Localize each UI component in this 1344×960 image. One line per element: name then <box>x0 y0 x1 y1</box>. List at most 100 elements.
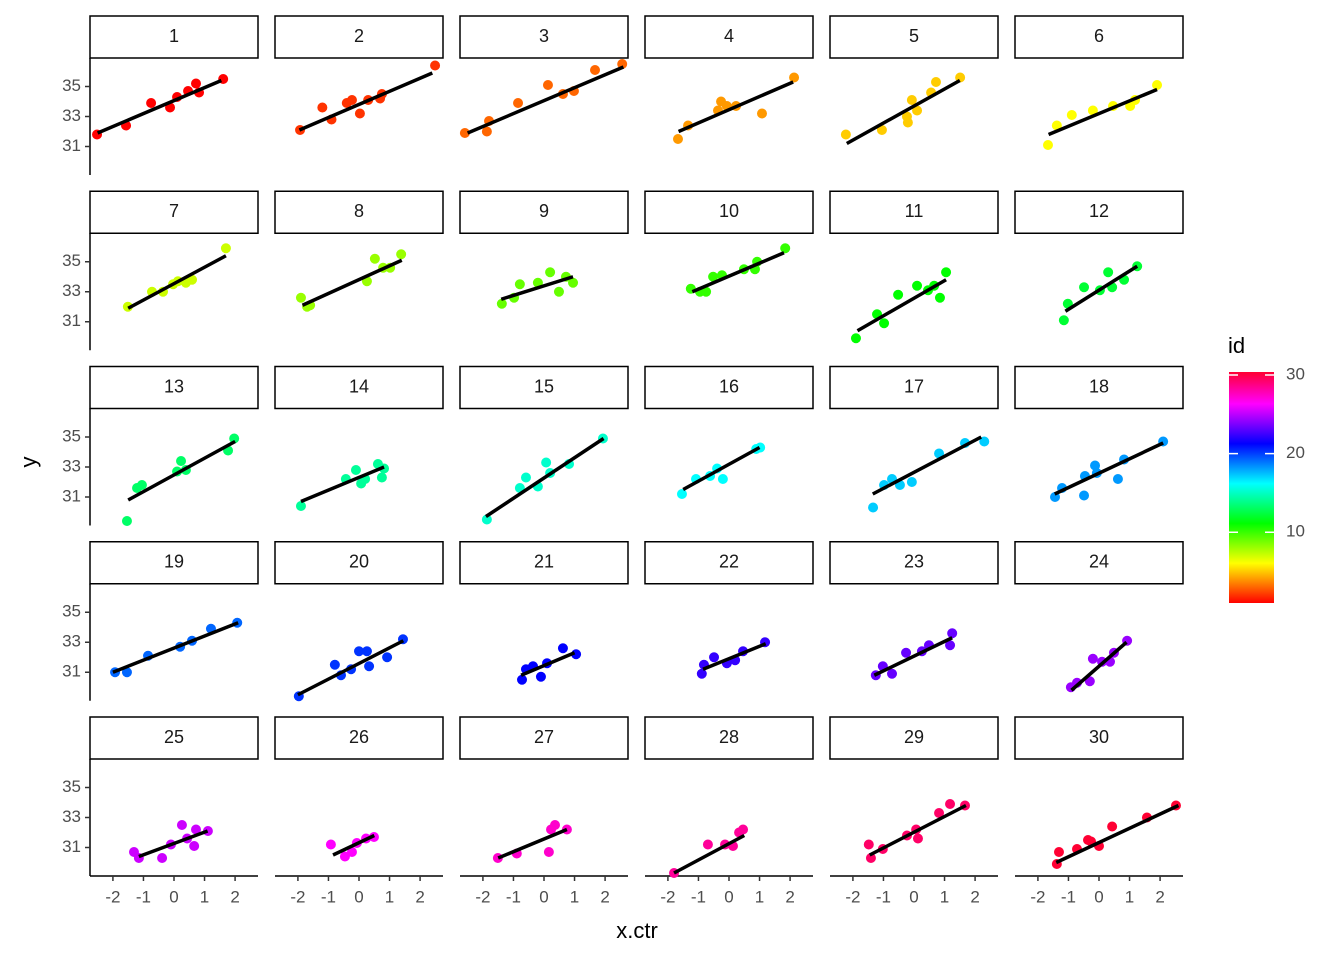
point <box>887 668 898 679</box>
point <box>541 457 552 468</box>
y-tick-label: 35 <box>62 777 81 796</box>
fit-line <box>127 254 227 310</box>
point <box>1079 282 1090 293</box>
point <box>930 77 941 87</box>
fit-line <box>673 833 746 875</box>
fit-line <box>500 275 574 301</box>
fit-line <box>1053 441 1164 496</box>
fit-line <box>856 278 947 333</box>
colorbar <box>1229 372 1274 603</box>
point <box>190 824 201 835</box>
x-tick-label: -1 <box>691 887 706 906</box>
strip-label: 22 <box>719 552 739 572</box>
point <box>906 95 917 105</box>
point <box>176 456 187 466</box>
strip-label: 21 <box>534 552 554 572</box>
point <box>382 652 393 663</box>
strip <box>644 190 814 234</box>
point <box>553 286 564 297</box>
point <box>780 243 791 254</box>
point <box>513 98 524 108</box>
point <box>295 501 306 511</box>
strip-label: 30 <box>1089 727 1109 747</box>
strip-label: 15 <box>534 376 554 396</box>
point <box>1112 474 1123 484</box>
strip <box>459 15 629 59</box>
point <box>557 643 568 654</box>
fit-line <box>112 621 239 674</box>
point <box>354 646 364 657</box>
y-tick-label: 35 <box>62 426 81 445</box>
x-tick-label: 2 <box>970 887 979 906</box>
point <box>1090 460 1101 471</box>
point <box>702 839 713 850</box>
fit-line <box>873 636 953 677</box>
point <box>496 298 507 309</box>
point <box>545 267 556 278</box>
point <box>789 72 800 83</box>
point <box>868 502 879 513</box>
point <box>893 289 904 300</box>
strip <box>89 190 259 234</box>
x-tick-label: 0 <box>539 887 548 906</box>
strip <box>1014 190 1184 234</box>
point <box>912 105 923 116</box>
point <box>295 292 306 303</box>
point <box>1107 821 1118 832</box>
fit-line <box>298 71 433 132</box>
fit-line <box>301 258 403 307</box>
point <box>934 808 945 818</box>
y-tick-label: 35 <box>62 602 81 621</box>
x-tick-label: -1 <box>506 887 521 906</box>
point <box>481 514 492 525</box>
y-tick-label: 35 <box>62 76 81 95</box>
strip <box>274 365 444 410</box>
fit-line <box>300 465 385 504</box>
point <box>876 125 887 135</box>
x-tick-label: 1 <box>1125 887 1134 906</box>
point <box>1058 315 1069 326</box>
x-tick-label: -2 <box>845 887 860 906</box>
strip-label: 11 <box>905 201 924 221</box>
strip-label: 7 <box>169 201 179 221</box>
x-tick-label: 1 <box>755 887 764 906</box>
strip-label: 8 <box>354 201 364 221</box>
point <box>329 659 340 670</box>
x-tick-label: 2 <box>1155 887 1164 906</box>
strip-label: 14 <box>349 376 369 396</box>
fit-line <box>1047 87 1158 137</box>
fit-line <box>127 439 236 502</box>
strip <box>89 541 259 585</box>
strip-label: 29 <box>904 727 924 747</box>
fit-line <box>332 833 376 857</box>
point <box>912 833 923 844</box>
point <box>542 80 553 90</box>
point <box>514 279 525 290</box>
strip-label: 2 <box>354 26 364 46</box>
colorbar-tick-label: 20 <box>1286 443 1305 462</box>
point <box>941 267 952 278</box>
x-tick-label: 2 <box>230 887 239 906</box>
x-tick-label: -2 <box>660 887 675 906</box>
point <box>1042 140 1053 150</box>
colorbar-tick-label: 10 <box>1286 522 1305 541</box>
y-tick-label: 31 <box>62 311 81 330</box>
x-tick-label: -2 <box>475 887 490 906</box>
fit-line <box>871 435 983 496</box>
fit-line <box>1055 803 1180 865</box>
point <box>517 674 528 685</box>
strip-label: 19 <box>164 552 184 572</box>
point <box>346 95 357 105</box>
point <box>947 628 958 639</box>
point <box>220 243 231 254</box>
x-tick-label: -1 <box>136 887 151 906</box>
strip-label: 27 <box>534 727 554 747</box>
point <box>902 117 913 128</box>
point <box>676 489 687 499</box>
fit-line <box>845 78 961 146</box>
strip <box>1014 15 1184 59</box>
point <box>190 78 201 89</box>
point <box>396 249 407 260</box>
point <box>1079 490 1090 501</box>
point <box>850 333 861 344</box>
